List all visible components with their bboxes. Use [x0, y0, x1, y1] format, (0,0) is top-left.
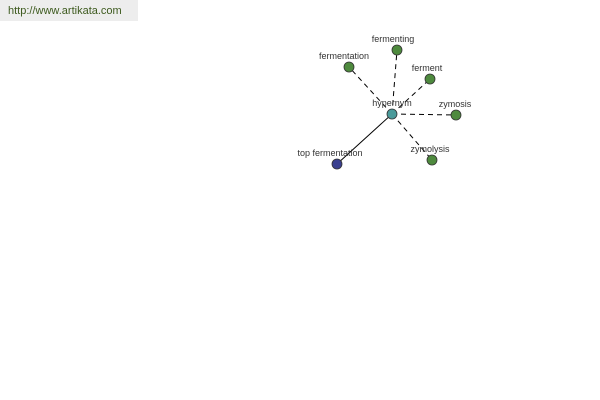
node-label: fermentation [319, 51, 369, 61]
node-label: top fermentation [297, 148, 362, 158]
site-link[interactable]: http://www.artikata.com [8, 5, 122, 17]
edge-4 [391, 113, 433, 161]
edge-2 [391, 78, 431, 115]
node-label: fermenting [372, 34, 415, 44]
node-zymosis[interactable] [450, 109, 462, 121]
edge-5 [336, 113, 393, 165]
node-ferment[interactable] [424, 73, 436, 85]
node-fermenting[interactable] [391, 44, 403, 56]
site-banner: http://www.artikata.com [0, 0, 138, 21]
center-label: hypernym [372, 98, 412, 108]
node-label: ferment [412, 63, 443, 73]
edge-0 [391, 49, 398, 115]
node-fermentation[interactable] [343, 61, 355, 73]
node-zymolysis[interactable] [426, 154, 438, 166]
node-top-fermentation[interactable] [331, 158, 343, 170]
edge-3 [391, 113, 457, 116]
node-hypernym[interactable] [386, 108, 398, 120]
node-label: zymosis [439, 99, 472, 109]
edge-1 [348, 66, 393, 115]
node-label: zymolysis [410, 144, 450, 154]
